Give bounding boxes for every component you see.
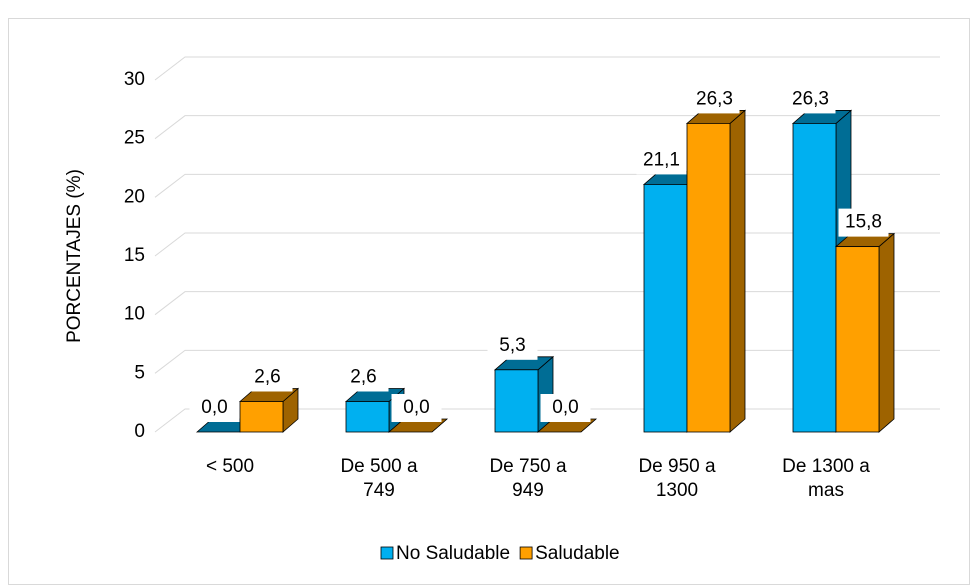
value-label: 26,3 (792, 88, 829, 109)
y-tick-label: 30 (124, 69, 145, 90)
value-label-bg (689, 85, 740, 114)
value-label: 2,6 (350, 367, 376, 388)
x-tick-label: < 500 (205, 456, 255, 477)
value-label: 0,0 (403, 397, 429, 418)
bar (835, 246, 880, 433)
grid-line (154, 115, 940, 140)
value-label-bg (838, 208, 889, 237)
y-axis-label: PORCENTAJES (%) (64, 169, 85, 343)
y-tick-label: 0 (134, 421, 145, 442)
y-tick-label: 20 (124, 186, 145, 207)
bar (345, 401, 390, 433)
value-label-bg (785, 85, 836, 114)
legend-label: No Saludable (396, 543, 510, 564)
value-label-bg (540, 394, 591, 422)
value-label-bg (636, 146, 687, 175)
y-tick-label: 5 (134, 362, 145, 383)
bar (686, 123, 731, 433)
value-label: 2,6 (254, 367, 280, 388)
legend-label: Saludable (535, 543, 620, 564)
bar (643, 184, 688, 433)
x-tick-label: De 750 a 949 (489, 456, 567, 501)
grid-line (154, 56, 940, 81)
x-tick-label: De 950 a 1300 (638, 456, 716, 501)
chart-border (8, 18, 970, 585)
y-tick-label: 25 (124, 128, 145, 149)
bar (239, 401, 284, 433)
bar-side (878, 232, 895, 433)
y-tick-label: 15 (124, 245, 145, 266)
legend-swatch (519, 546, 533, 560)
bar (792, 123, 837, 433)
value-label-bg (391, 394, 442, 422)
bar (494, 369, 539, 433)
y-tick-label: 10 (124, 304, 145, 325)
value-label: 21,1 (643, 149, 680, 170)
bar-side (729, 109, 746, 433)
value-label: 26,3 (696, 88, 733, 109)
bar-top (387, 418, 449, 433)
value-label: 15,8 (845, 212, 882, 233)
value-label: 0,0 (552, 397, 578, 418)
value-label-bg (487, 331, 538, 360)
value-label-bg (242, 363, 293, 392)
x-tick-label: De 1300 a mas (782, 456, 870, 501)
x-tick-label: De 500 a 749 (340, 456, 418, 501)
value-label: 0,0 (201, 397, 227, 418)
bar-top (536, 418, 598, 433)
legend-swatch (380, 546, 394, 560)
value-label-bg (189, 394, 240, 422)
value-label-bg (338, 363, 389, 392)
value-label: 5,3 (499, 335, 525, 356)
